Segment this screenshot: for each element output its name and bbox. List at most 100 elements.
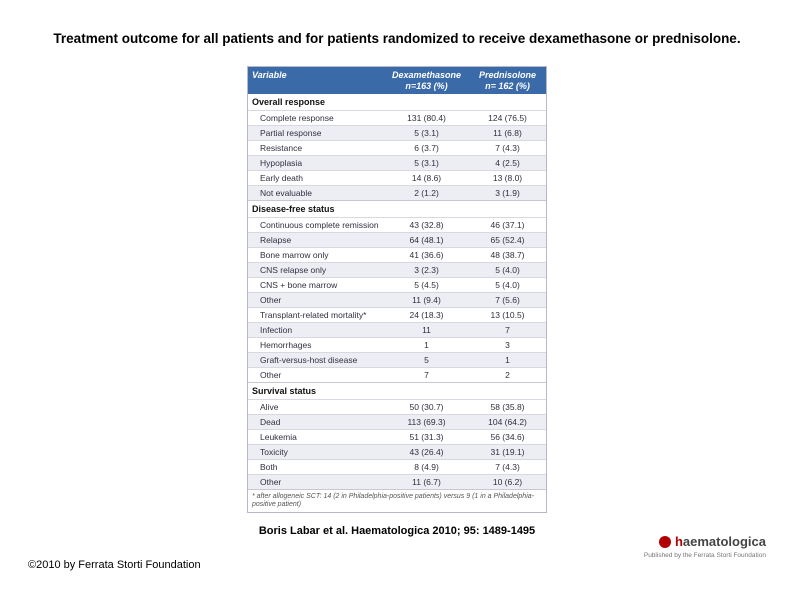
cell-dex: 51 (31.3) <box>386 430 467 444</box>
cell-variable: Dead <box>248 415 386 429</box>
logo-name: aematologica <box>683 534 766 549</box>
table-row: Other11 (6.7)10 (6.2) <box>248 474 546 489</box>
cell-variable: Infection <box>248 323 386 337</box>
table-row: Transplant-related mortality*24 (18.3)13… <box>248 307 546 322</box>
cell-variable: Relapse <box>248 233 386 247</box>
cell-variable: Hemorrhages <box>248 338 386 352</box>
cell-dex: 11 <box>386 323 467 337</box>
cell-dex: 24 (18.3) <box>386 308 467 322</box>
cell-variable: Complete response <box>248 111 386 125</box>
cell-pred: 11 (6.8) <box>467 126 548 140</box>
cell-dex: 11 (9.4) <box>386 293 467 307</box>
logo-prefix: h <box>675 534 683 549</box>
cell-dex: 50 (30.7) <box>386 400 467 414</box>
col-variable: Variable <box>248 67 386 94</box>
table-row: Not evaluable2 (1.2)3 (1.9) <box>248 185 546 200</box>
cell-dex: 14 (8.6) <box>386 171 467 185</box>
table-row: Other72 <box>248 367 546 382</box>
cell-dex: 3 (2.3) <box>386 263 467 277</box>
table-row: Alive50 (30.7)58 (35.8) <box>248 399 546 414</box>
section-header: Overall response <box>248 94 546 110</box>
cell-dex: 43 (26.4) <box>386 445 467 459</box>
cell-pred: 56 (34.6) <box>467 430 548 444</box>
cell-pred: 48 (38.7) <box>467 248 548 262</box>
cell-pred: 13 (8.0) <box>467 171 548 185</box>
cell-dex: 5 <box>386 353 467 367</box>
cell-dex: 5 (3.1) <box>386 126 467 140</box>
cell-dex: 8 (4.9) <box>386 460 467 474</box>
table-row: Partial response5 (3.1)11 (6.8) <box>248 125 546 140</box>
cell-pred: 4 (2.5) <box>467 156 548 170</box>
cell-pred: 3 <box>467 338 548 352</box>
cell-dex: 11 (6.7) <box>386 475 467 489</box>
cell-variable: Leukemia <box>248 430 386 444</box>
col-pred-label: Prednisolone <box>479 70 536 80</box>
cell-variable: CNS + bone marrow <box>248 278 386 292</box>
cell-pred: 58 (35.8) <box>467 400 548 414</box>
cell-variable: Graft-versus-host disease <box>248 353 386 367</box>
cell-variable: CNS relapse only <box>248 263 386 277</box>
cell-dex: 113 (69.3) <box>386 415 467 429</box>
cell-variable: Both <box>248 460 386 474</box>
cell-variable: Not evaluable <box>248 186 386 200</box>
cell-dex: 5 (3.1) <box>386 156 467 170</box>
cell-dex: 43 (32.8) <box>386 218 467 232</box>
col-dex-n: n=163 (%) <box>405 81 447 91</box>
cell-variable: Transplant-related mortality* <box>248 308 386 322</box>
cell-pred: 104 (64.2) <box>467 415 548 429</box>
logo-subtitle: Published by the Ferrata Storti Foundati… <box>644 552 766 559</box>
cell-dex: 64 (48.1) <box>386 233 467 247</box>
cell-variable: Alive <box>248 400 386 414</box>
col-pred-n: n= 162 (%) <box>485 81 530 91</box>
cell-pred: 46 (37.1) <box>467 218 548 232</box>
col-dexamethasone: Dexamethasone n=163 (%) <box>386 67 467 94</box>
table-header: Variable Dexamethasone n=163 (%) Prednis… <box>248 67 546 94</box>
cell-pred: 7 <box>467 323 548 337</box>
table-row: Bone marrow only41 (36.6)48 (38.7) <box>248 247 546 262</box>
cell-variable: Other <box>248 475 386 489</box>
table-row: Hemorrhages13 <box>248 337 546 352</box>
table-footnote: * after allogeneic SCT: 14 (2 in Philade… <box>248 489 546 512</box>
table-row: Both8 (4.9)7 (4.3) <box>248 459 546 474</box>
section-header: Disease-free status <box>248 200 546 217</box>
table-row: Graft-versus-host disease51 <box>248 352 546 367</box>
cell-variable: Bone marrow only <box>248 248 386 262</box>
table-row: Relapse64 (48.1)65 (52.4) <box>248 232 546 247</box>
cell-pred: 124 (76.5) <box>467 111 548 125</box>
cell-dex: 5 (4.5) <box>386 278 467 292</box>
cell-variable: Toxicity <box>248 445 386 459</box>
cell-pred: 5 (4.0) <box>467 263 548 277</box>
table-row: Complete response131 (80.4)124 (76.5) <box>248 110 546 125</box>
table-row: CNS + bone marrow5 (4.5)5 (4.0) <box>248 277 546 292</box>
cell-pred: 3 (1.9) <box>467 186 548 200</box>
cell-pred: 65 (52.4) <box>467 233 548 247</box>
journal-logo: haematologica <box>659 534 766 549</box>
cell-variable: Hypoplasia <box>248 156 386 170</box>
table-body: Overall responseComplete response131 (80… <box>248 94 546 489</box>
col-dex-label: Dexamethasone <box>392 70 461 80</box>
logo-icon <box>659 536 671 548</box>
cell-variable: Early death <box>248 171 386 185</box>
cell-pred: 7 (4.3) <box>467 141 548 155</box>
cell-pred: 31 (19.1) <box>467 445 548 459</box>
cell-dex: 6 (3.7) <box>386 141 467 155</box>
table-row: Toxicity43 (26.4)31 (19.1) <box>248 444 546 459</box>
table-row: CNS relapse only3 (2.3)5 (4.0) <box>248 262 546 277</box>
cell-variable: Partial response <box>248 126 386 140</box>
cell-dex: 1 <box>386 338 467 352</box>
outcome-table: Variable Dexamethasone n=163 (%) Prednis… <box>247 66 547 513</box>
cell-pred: 7 (4.3) <box>467 460 548 474</box>
copyright: ©2010 by Ferrata Storti Foundation <box>28 559 201 571</box>
cell-pred: 1 <box>467 353 548 367</box>
table-row: Continuous complete remission43 (32.8)46… <box>248 217 546 232</box>
cell-variable: Other <box>248 293 386 307</box>
cell-dex: 7 <box>386 368 467 382</box>
page-title: Treatment outcome for all patients and f… <box>0 0 794 58</box>
cell-variable: Resistance <box>248 141 386 155</box>
cell-dex: 2 (1.2) <box>386 186 467 200</box>
table-row: Other11 (9.4)7 (5.6) <box>248 292 546 307</box>
col-prednisolone: Prednisolone n= 162 (%) <box>467 67 548 94</box>
table-row: Hypoplasia5 (3.1)4 (2.5) <box>248 155 546 170</box>
logo-text: haematologica <box>675 534 766 549</box>
table-row: Dead113 (69.3)104 (64.2) <box>248 414 546 429</box>
